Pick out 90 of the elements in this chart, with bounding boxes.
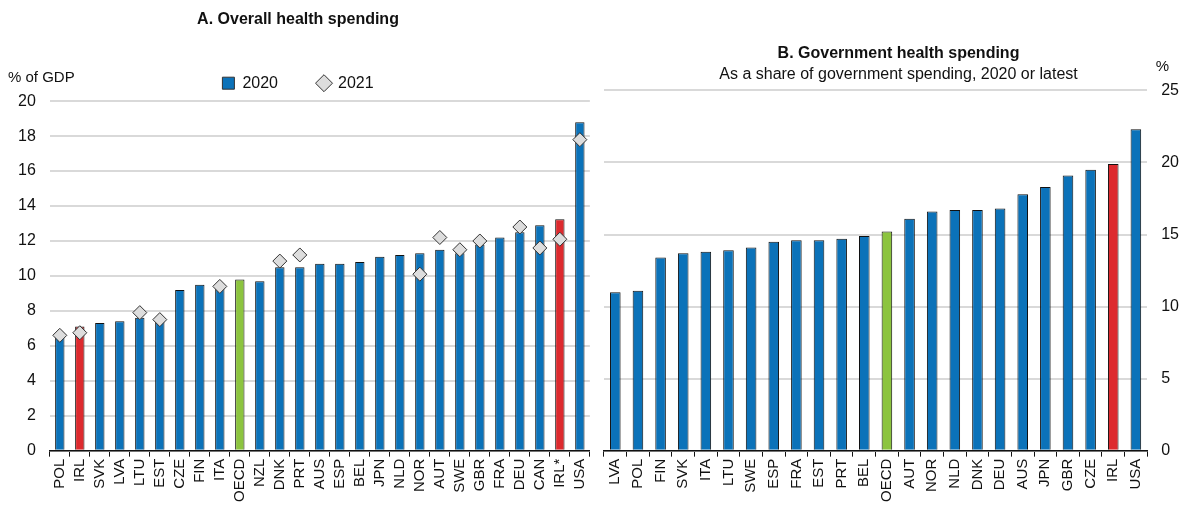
y2-tick-label: 25 — [1161, 80, 1180, 98]
point — [512, 219, 528, 235]
y-tick-label: 16 — [18, 161, 36, 179]
x-tick-label: IRL — [69, 458, 87, 483]
x-tick-label: GBR — [469, 458, 487, 492]
x-tick-label: FRA — [489, 458, 507, 489]
chart-title: A. Overall health spending — [197, 10, 399, 28]
y-tick-label: 6 — [26, 336, 36, 354]
y-tick-label: 4 — [26, 371, 36, 389]
y-tick-label: 20 — [18, 91, 36, 109]
y-tick-label: 10 — [18, 266, 36, 284]
x-tick-label: DEU — [509, 458, 527, 491]
x-tick-label: POL — [628, 458, 646, 489]
point — [132, 305, 148, 321]
x-tick-label: DNK — [269, 458, 287, 491]
x-tick-label: SVK — [89, 458, 107, 489]
x-tick-label: SVK — [673, 458, 691, 489]
x-tick-label: LTU — [718, 458, 736, 486]
y-tick-label: 2 — [26, 406, 36, 424]
x-tick-label: JPN — [369, 458, 387, 488]
x-tick-label: BEL — [349, 458, 367, 488]
x-tick-label: LVA — [605, 458, 623, 485]
legend-label: 2021 — [338, 73, 374, 91]
x-tick-label: FIN — [650, 458, 668, 483]
y2-tick-label: 20 — [1161, 152, 1180, 170]
x-tick-label: AUS — [1012, 458, 1030, 490]
y-tick-label: 8 — [26, 301, 36, 319]
x-tick-label: ITA — [695, 458, 713, 481]
point — [52, 327, 68, 343]
x-tick-label: PRT — [289, 458, 307, 489]
point — [432, 229, 448, 245]
x-tick-label: ESP — [763, 458, 781, 489]
point — [552, 231, 568, 247]
x-tick-label: LTU — [129, 458, 147, 486]
x-tick-label: FRA — [786, 458, 804, 489]
point — [212, 278, 228, 294]
x-tick-label: CZE — [169, 458, 187, 489]
point — [72, 325, 88, 341]
y-axis-title: % of GDP — [8, 67, 75, 85]
chart-title: B. Government health spending — [777, 44, 1020, 62]
point — [272, 253, 288, 269]
y2-tick-label: 5 — [1161, 369, 1171, 387]
x-tick-label: DNK — [967, 458, 985, 491]
x-tick-label: GBR — [1058, 458, 1076, 492]
y2-axis-title: % — [1155, 57, 1170, 75]
x-tick-label: NLD — [944, 458, 962, 489]
x-tick-label: OECD — [229, 458, 247, 503]
point — [292, 247, 308, 263]
y-tick-label: 12 — [18, 231, 36, 249]
x-tick-label: IRL* — [549, 458, 567, 488]
point — [152, 312, 168, 328]
x-tick-label: AUT — [899, 458, 917, 489]
x-tick-label: IRL — [1103, 458, 1121, 483]
y-tick-label: 18 — [18, 126, 36, 144]
x-tick-label: NLD — [389, 458, 407, 489]
x-tick-label: DEU — [990, 458, 1008, 491]
x-tick-label: EST — [149, 458, 167, 488]
x-tick-label: AUS — [309, 458, 327, 490]
y2-tick-label: 0 — [1161, 441, 1171, 459]
x-tick-label: NOR — [922, 458, 940, 493]
y2-tick-label: 10 — [1161, 296, 1180, 314]
x-tick-label: PRT — [831, 458, 849, 489]
x-tick-label: POL — [49, 458, 67, 489]
legend-label: 2020 — [242, 73, 279, 91]
point — [572, 132, 588, 148]
x-tick-label: LVA — [109, 458, 127, 485]
x-tick-label: CZE — [1080, 458, 1098, 489]
chart-subtitle: As a share of government spending, 2020 or latest — [719, 65, 1079, 83]
point — [452, 242, 468, 258]
x-tick-label: SWE — [741, 458, 759, 493]
y2-tick-label: 15 — [1161, 224, 1180, 242]
point — [472, 233, 488, 249]
point — [412, 266, 428, 282]
x-tick-label: JPN — [1035, 458, 1053, 488]
y-tick-label: 14 — [18, 196, 36, 214]
point — [532, 240, 548, 256]
x-tick-label: ITA — [209, 458, 227, 481]
x-tick-label: SWE — [449, 458, 467, 493]
x-tick-label: NOR — [409, 458, 427, 493]
x-tick-label: USA — [569, 458, 587, 490]
x-tick-label: FIN — [189, 458, 207, 483]
x-tick-label: NZL — [249, 458, 267, 488]
x-tick-label: BEL — [854, 458, 872, 488]
x-tick-label: CAN — [529, 458, 547, 491]
x-tick-label: AUT — [429, 458, 447, 489]
x-tick-label: ESP — [329, 458, 347, 489]
x-tick-label: EST — [809, 458, 827, 488]
x-tick-label: USA — [1126, 458, 1144, 490]
y-tick-label: 0 — [26, 441, 36, 459]
x-tick-label: OECD — [877, 458, 895, 503]
